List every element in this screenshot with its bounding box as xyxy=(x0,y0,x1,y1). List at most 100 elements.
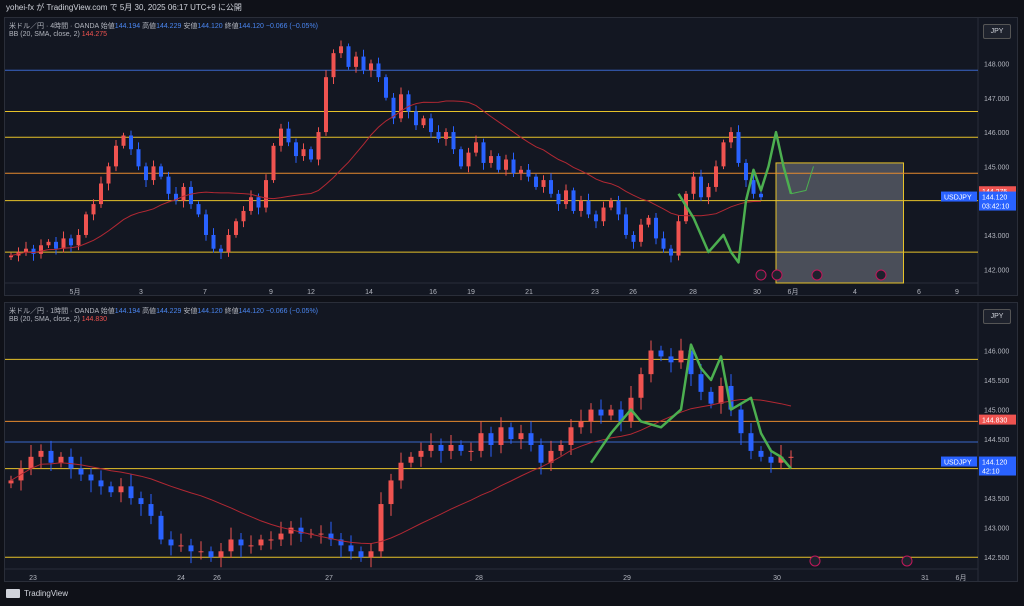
symbol-tag xyxy=(941,191,977,202)
candle-body xyxy=(198,551,204,553)
candle-body xyxy=(609,200,613,208)
y-tick-label: 148.000 xyxy=(984,61,1009,68)
candle-body xyxy=(114,145,118,167)
currency-button[interactable]: JPY xyxy=(983,309,1011,324)
candle-body xyxy=(78,468,84,475)
candle-body xyxy=(271,145,276,181)
legend-open: 144.194 xyxy=(114,23,141,30)
candle-body xyxy=(511,159,516,174)
candle-body xyxy=(448,445,454,451)
candle-body xyxy=(208,551,214,558)
y-tick-label: 145.000 xyxy=(984,164,1009,171)
candle-body xyxy=(144,166,148,181)
candle-body xyxy=(458,445,464,451)
legend-symbol: 米ドル／円 · 1時間 · OANDA xyxy=(9,308,99,315)
candle-body xyxy=(478,433,484,451)
x-tick-label: 31 xyxy=(921,575,929,581)
legend-change: −0.066 (−0.05%) xyxy=(265,23,319,30)
candle-body xyxy=(24,248,28,253)
candle-body xyxy=(166,176,171,194)
candle-body xyxy=(211,234,216,249)
candle-body xyxy=(69,238,73,246)
candle-body xyxy=(348,545,354,552)
candle-body xyxy=(654,217,658,239)
candle-body xyxy=(638,374,644,398)
candle-body xyxy=(421,118,426,126)
candle-body xyxy=(234,221,238,235)
candle-body xyxy=(368,551,374,558)
economic-event-icon xyxy=(755,269,767,281)
candle-body xyxy=(736,132,741,163)
candle-body xyxy=(384,77,388,98)
candle-body xyxy=(76,234,81,246)
candle-body xyxy=(298,527,304,534)
candle-body xyxy=(339,46,343,54)
candle-body xyxy=(748,433,754,451)
candle-body xyxy=(324,77,328,133)
candle-body xyxy=(688,350,694,375)
bb-price-tag-text: 144.830 xyxy=(982,418,1007,425)
x-tick-label: 6月 xyxy=(956,574,967,581)
candle-body xyxy=(586,200,591,215)
candle-body xyxy=(459,149,463,167)
candle-body xyxy=(228,539,234,552)
candle-body xyxy=(738,409,744,434)
chart-panel-1h[interactable]: 23 24 26 27 28 29 30 31 6月 146.000 145.500 145.000 1… xyxy=(4,302,1018,582)
candle-body xyxy=(646,217,651,225)
chart-1h-svg[interactable]: 23 24 26 27 28 29 30 31 6月 146.000 145.500 145.000 1… xyxy=(5,303,1017,581)
candle-body xyxy=(108,486,114,493)
candle-body xyxy=(788,456,794,458)
candle-body xyxy=(669,248,673,256)
candle-body xyxy=(406,94,411,112)
economic-event-icon xyxy=(809,555,821,567)
candle-body xyxy=(204,214,208,235)
candle-body xyxy=(39,245,43,254)
candle-body xyxy=(526,169,531,177)
x-tick-label: 21 xyxy=(525,289,533,295)
candle-body xyxy=(714,166,718,187)
candle-body xyxy=(588,409,594,422)
candle-body xyxy=(136,149,141,167)
price-timer-text: 42:10 xyxy=(982,469,1000,476)
candle-body xyxy=(181,186,186,201)
bb-value: 144.830 xyxy=(81,316,108,323)
candle-body xyxy=(91,204,96,215)
candle-body xyxy=(129,135,133,150)
currency-button[interactable]: JPY xyxy=(983,24,1011,39)
candle-body xyxy=(168,539,174,546)
candle-body xyxy=(249,197,253,211)
candle-body xyxy=(98,480,104,487)
candle-body xyxy=(768,456,774,463)
x-tick-label: 27 xyxy=(325,575,333,581)
candle-body xyxy=(618,409,624,422)
legend-4h: 米ドル／円 · 4時間 · OANDA 始値144.194 高値144.229 … xyxy=(9,21,318,31)
symbol-tag-text: USDJPY xyxy=(944,195,972,202)
candle-body xyxy=(8,480,14,484)
symbol-tag xyxy=(941,456,977,467)
candle-body xyxy=(721,142,726,167)
candle-body xyxy=(106,166,111,184)
candle-body xyxy=(46,241,51,246)
candle-body xyxy=(178,545,184,547)
candle-body xyxy=(391,97,396,119)
bb-price-tag xyxy=(979,186,1016,197)
candle-body xyxy=(158,515,164,540)
candle-body xyxy=(631,234,636,242)
candle-body xyxy=(301,149,306,157)
candle-body xyxy=(706,186,711,198)
chart-panel-4h[interactable]: 5月 3 7 9 12 14 16 19 21 23 26 28 30 6月 4 6 9 148.000 147.0… xyxy=(4,17,1018,296)
candle-body xyxy=(148,504,154,516)
x-tick-label: 6月 xyxy=(788,288,799,295)
bollinger-basis-line xyxy=(10,100,762,257)
candle-body xyxy=(451,132,456,150)
x-tick-label: 4 xyxy=(853,289,857,295)
projection-path xyxy=(677,130,793,264)
candle-body xyxy=(534,176,538,187)
candle-body xyxy=(399,94,403,119)
candle-body xyxy=(444,132,448,139)
candle-body xyxy=(331,53,336,78)
candle-body xyxy=(598,409,604,416)
target-zone xyxy=(775,162,904,284)
publish-header: yohei-fx が TradingView.com で 5月 30, 2025… xyxy=(0,0,1024,16)
chart-4h-svg[interactable]: 5月 3 7 9 12 14 16 19 21 23 26 28 30 6月 4 6 9 148.000 147.0… xyxy=(5,18,1017,295)
